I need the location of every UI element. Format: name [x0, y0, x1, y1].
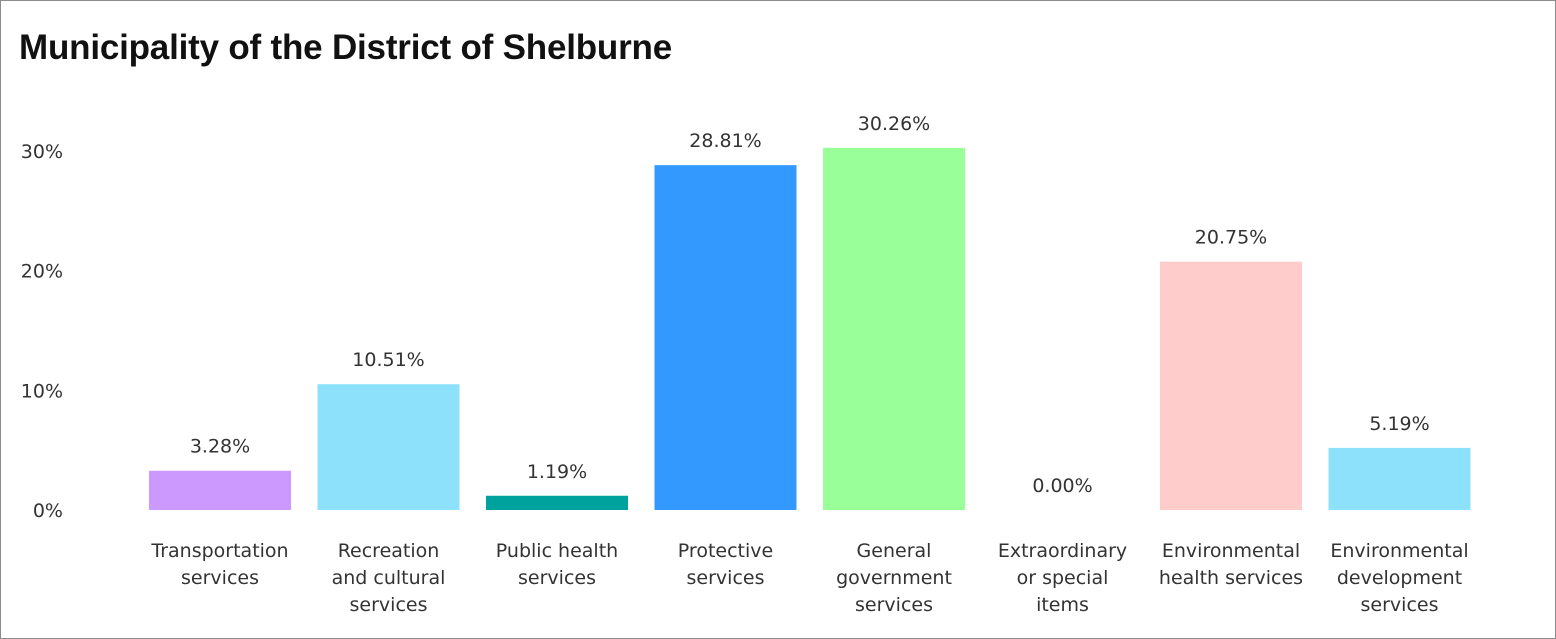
- bar-value-label: 1.19%: [527, 461, 587, 483]
- bar-value-label: 3.28%: [190, 436, 250, 458]
- x-tick-label: General government services: [836, 540, 952, 616]
- bar: [1328, 447, 1471, 510]
- x-tick-label-line: Environmental: [1162, 540, 1300, 562]
- x-tick-label: Recreation and cultural services: [332, 540, 446, 616]
- x-tick-label-line: items: [1036, 594, 1089, 616]
- x-tick-label: Public health services: [496, 540, 618, 589]
- x-tick-label-line: Protective: [678, 540, 773, 562]
- bar-value-label: 0.00%: [1032, 475, 1092, 497]
- x-tick-label: Environmental development services: [1330, 540, 1468, 616]
- x-tick-label-line: Extraordinary: [998, 540, 1127, 562]
- x-tick-label-line: services: [855, 594, 933, 616]
- bar-value-label: 10.51%: [352, 349, 424, 371]
- bar-value-label: 28.81%: [689, 130, 761, 152]
- x-tick-label-line: development: [1337, 567, 1462, 589]
- x-tick-label-line: Recreation: [338, 540, 440, 562]
- x-tick-label-line: government: [836, 567, 952, 589]
- chart-title: Municipality of the District of Shelburn…: [19, 28, 672, 67]
- bar: [486, 495, 628, 510]
- x-tick-label-line: Transportation: [150, 540, 288, 562]
- y-axis: 0% 10% 20% 30%: [21, 141, 63, 522]
- x-tick-label-line: services: [350, 594, 428, 616]
- x-tick-label: Environmental health services: [1159, 540, 1303, 589]
- x-tick-label-line: Environmental: [1330, 540, 1468, 562]
- x-axis: Transportation services Recreation and cult…: [150, 540, 1468, 616]
- bar: [654, 165, 797, 511]
- bar-value-label: 20.75%: [1195, 227, 1267, 249]
- x-tick-label-line: and cultural: [332, 567, 446, 589]
- y-tick-label: 0%: [33, 500, 63, 522]
- x-tick-label-line: or special: [1017, 567, 1109, 589]
- bar: [823, 147, 965, 511]
- x-tick-label: Transportation services: [150, 540, 288, 589]
- x-tick-label-line: services: [687, 567, 765, 589]
- bar-value-label: 30.26%: [858, 113, 930, 135]
- bar: [1160, 261, 1302, 510]
- value-labels: 3.28% 10.51% 1.19% 28.81% 30.26% 0.00% 20.75% 5…: [190, 113, 1430, 497]
- y-tick-label: 20%: [21, 261, 63, 283]
- bars: [149, 147, 1471, 511]
- x-tick-label: Protective services: [678, 540, 773, 589]
- y-tick-label: 10%: [21, 380, 63, 402]
- x-tick-label-line: Public health: [496, 540, 618, 562]
- x-tick-label: Extraordinary or special items: [998, 540, 1127, 616]
- x-tick-label-line: services: [518, 567, 596, 589]
- bar: [317, 384, 460, 510]
- bar-value-label: 5.19%: [1369, 413, 1429, 435]
- x-tick-label-line: health services: [1159, 567, 1303, 589]
- y-tick-label: 30%: [21, 141, 63, 163]
- x-tick-label-line: services: [181, 567, 259, 589]
- x-tick-label-line: services: [1361, 594, 1439, 616]
- x-tick-label-line: General: [857, 540, 932, 562]
- bar: [149, 470, 291, 510]
